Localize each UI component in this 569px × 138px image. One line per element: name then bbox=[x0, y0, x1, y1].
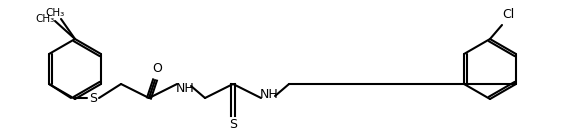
Text: O: O bbox=[152, 62, 162, 75]
Text: S: S bbox=[229, 117, 237, 131]
Text: Cl: Cl bbox=[502, 9, 514, 22]
Text: NH: NH bbox=[176, 82, 195, 95]
Text: S: S bbox=[89, 91, 97, 104]
Text: CH₃: CH₃ bbox=[46, 8, 65, 18]
Text: CH₃: CH₃ bbox=[35, 14, 55, 24]
Text: NH: NH bbox=[259, 87, 278, 100]
